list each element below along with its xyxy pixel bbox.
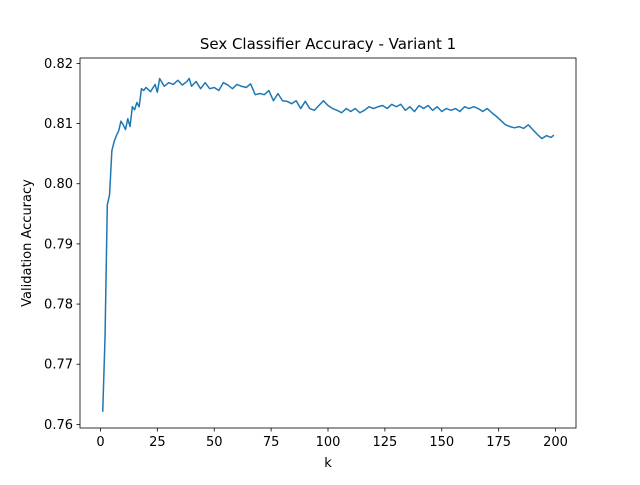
x-tick-label: 100 — [316, 435, 341, 450]
y-tick-label: 0.80 — [44, 177, 73, 192]
y-tick-label: 0.82 — [44, 57, 73, 72]
y-tick-label: 0.76 — [44, 418, 73, 433]
y-tick-label: 0.81 — [44, 117, 73, 132]
x-axis-label: k — [324, 456, 332, 471]
y-axis-label: Validation Accuracy — [20, 179, 35, 307]
x-tick-label: 150 — [429, 435, 454, 450]
chart-title: Sex Classifier Accuracy - Variant 1 — [200, 35, 456, 53]
y-tick-label: 0.79 — [44, 237, 73, 252]
x-tick-label: 200 — [543, 435, 568, 450]
y-tick-label: 0.78 — [44, 298, 73, 313]
series-line-0 — [101, 77, 555, 412]
plot-area — [101, 77, 555, 412]
x-tick-label: 175 — [486, 435, 511, 450]
y-tick-label: 0.77 — [44, 358, 73, 373]
x-tick-label: 0 — [96, 435, 104, 450]
x-tick-label: 125 — [372, 435, 397, 450]
x-tick-label: 25 — [149, 435, 166, 450]
x-tick-label: 50 — [206, 435, 223, 450]
y-axis: 0.76 0.77 0.78 0.79 0.80 0.81 0.82 — [44, 57, 80, 433]
x-tick-label: 75 — [263, 435, 280, 450]
x-axis: 0 25 50 75 100 125 150 175 200 — [96, 428, 568, 450]
